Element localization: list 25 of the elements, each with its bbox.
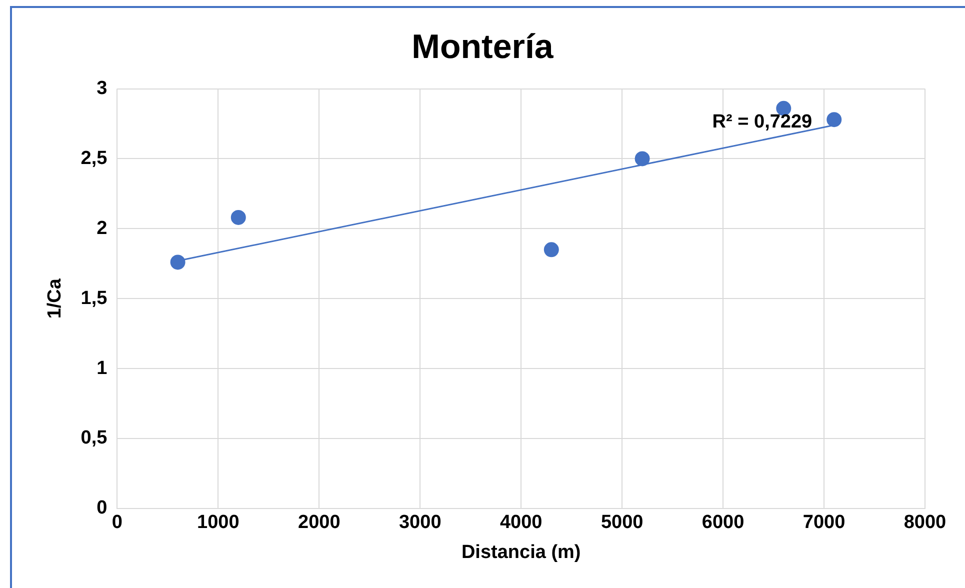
x-tick-label: 4000 bbox=[500, 512, 542, 534]
annotation: R² = 0,7229 bbox=[712, 111, 812, 132]
x-tick-label: 1000 bbox=[197, 512, 240, 534]
x-tick-label: 5000 bbox=[600, 512, 644, 534]
point bbox=[170, 254, 186, 270]
y-tick-label: 0,5 bbox=[80, 428, 108, 449]
y-tick-label: 1 bbox=[96, 358, 108, 379]
x-tick-label: 2000 bbox=[298, 512, 340, 534]
chart-title: Montería bbox=[412, 28, 554, 66]
y-tick-label: 3 bbox=[96, 78, 108, 100]
y-tick-label: 0 bbox=[96, 498, 108, 519]
y-axis-title: 1/Ca bbox=[44, 278, 66, 319]
x-axis-title: Distancia (m) bbox=[461, 542, 581, 563]
point bbox=[634, 151, 650, 166]
x-tick-label: 6000 bbox=[702, 512, 744, 534]
y-tick-label: 2 bbox=[96, 218, 108, 239]
y-tick-label: 1,5 bbox=[80, 288, 108, 309]
x-tick-label: 0 bbox=[112, 512, 122, 534]
point bbox=[544, 242, 559, 258]
point bbox=[230, 210, 246, 225]
x-tick-label: 8000 bbox=[904, 512, 946, 534]
y-tick-label: 2,5 bbox=[80, 148, 108, 169]
x-tick-label: 3000 bbox=[398, 512, 442, 534]
x-tick-label: 7000 bbox=[802, 512, 846, 534]
point bbox=[826, 112, 842, 128]
